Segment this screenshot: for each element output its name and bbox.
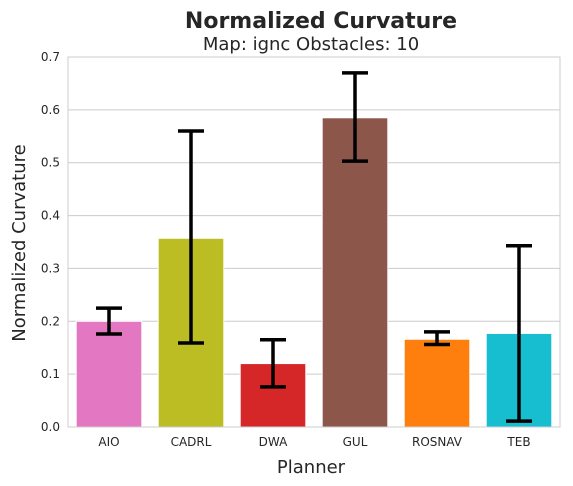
- x-tick-label: CADRL: [171, 435, 212, 449]
- bars: [75, 117, 553, 428]
- chart-title: Normalized Curvature: [185, 9, 457, 34]
- x-tick-labels: AIO CADRL DWA GUL ROSNAV TEB: [98, 435, 530, 449]
- chart-subtitle: Map: ignc Obstacles: 10: [203, 34, 419, 55]
- x-tick-label: GUL: [343, 435, 368, 449]
- grid-lines: [68, 56, 560, 428]
- y-tick-label: 0.7: [41, 50, 60, 64]
- bar-rosnav: [403, 338, 471, 428]
- y-axis-label: Normalized Curvature: [9, 144, 30, 341]
- error-bar-cadrl: [178, 129, 204, 345]
- error-bar-dwa: [260, 338, 286, 389]
- y-tick-label: 0.4: [41, 209, 60, 223]
- y-tick-labels: 0.0 0.1 0.2 0.3 0.4 0.5 0.6 0.7: [41, 50, 60, 434]
- bar-aio: [75, 320, 143, 428]
- y-tick-label: 0.5: [41, 156, 60, 170]
- error-bar-teb: [506, 243, 532, 423]
- y-tick-label: 0.2: [41, 314, 60, 328]
- y-tick-label: 0.3: [41, 261, 60, 275]
- error-bar-aio: [96, 306, 122, 336]
- y-tick-label: 0.6: [41, 103, 60, 117]
- x-tick-label: AIO: [98, 435, 119, 449]
- error-bar-rosnav: [424, 330, 450, 347]
- y-tick-label: 0.1: [41, 367, 60, 381]
- x-tick-label: ROSNAV: [412, 435, 463, 449]
- x-axis-label: Planner: [277, 457, 346, 478]
- error-bar-gul: [342, 71, 368, 163]
- x-tick-label: TEB: [506, 435, 530, 449]
- x-tick-label: DWA: [259, 435, 288, 449]
- y-tick-label: 0.0: [41, 420, 60, 434]
- plot-area-border: [67, 56, 561, 428]
- bar-gul: [321, 117, 389, 428]
- error-bars: [96, 71, 532, 423]
- plot-frame: [67, 56, 561, 428]
